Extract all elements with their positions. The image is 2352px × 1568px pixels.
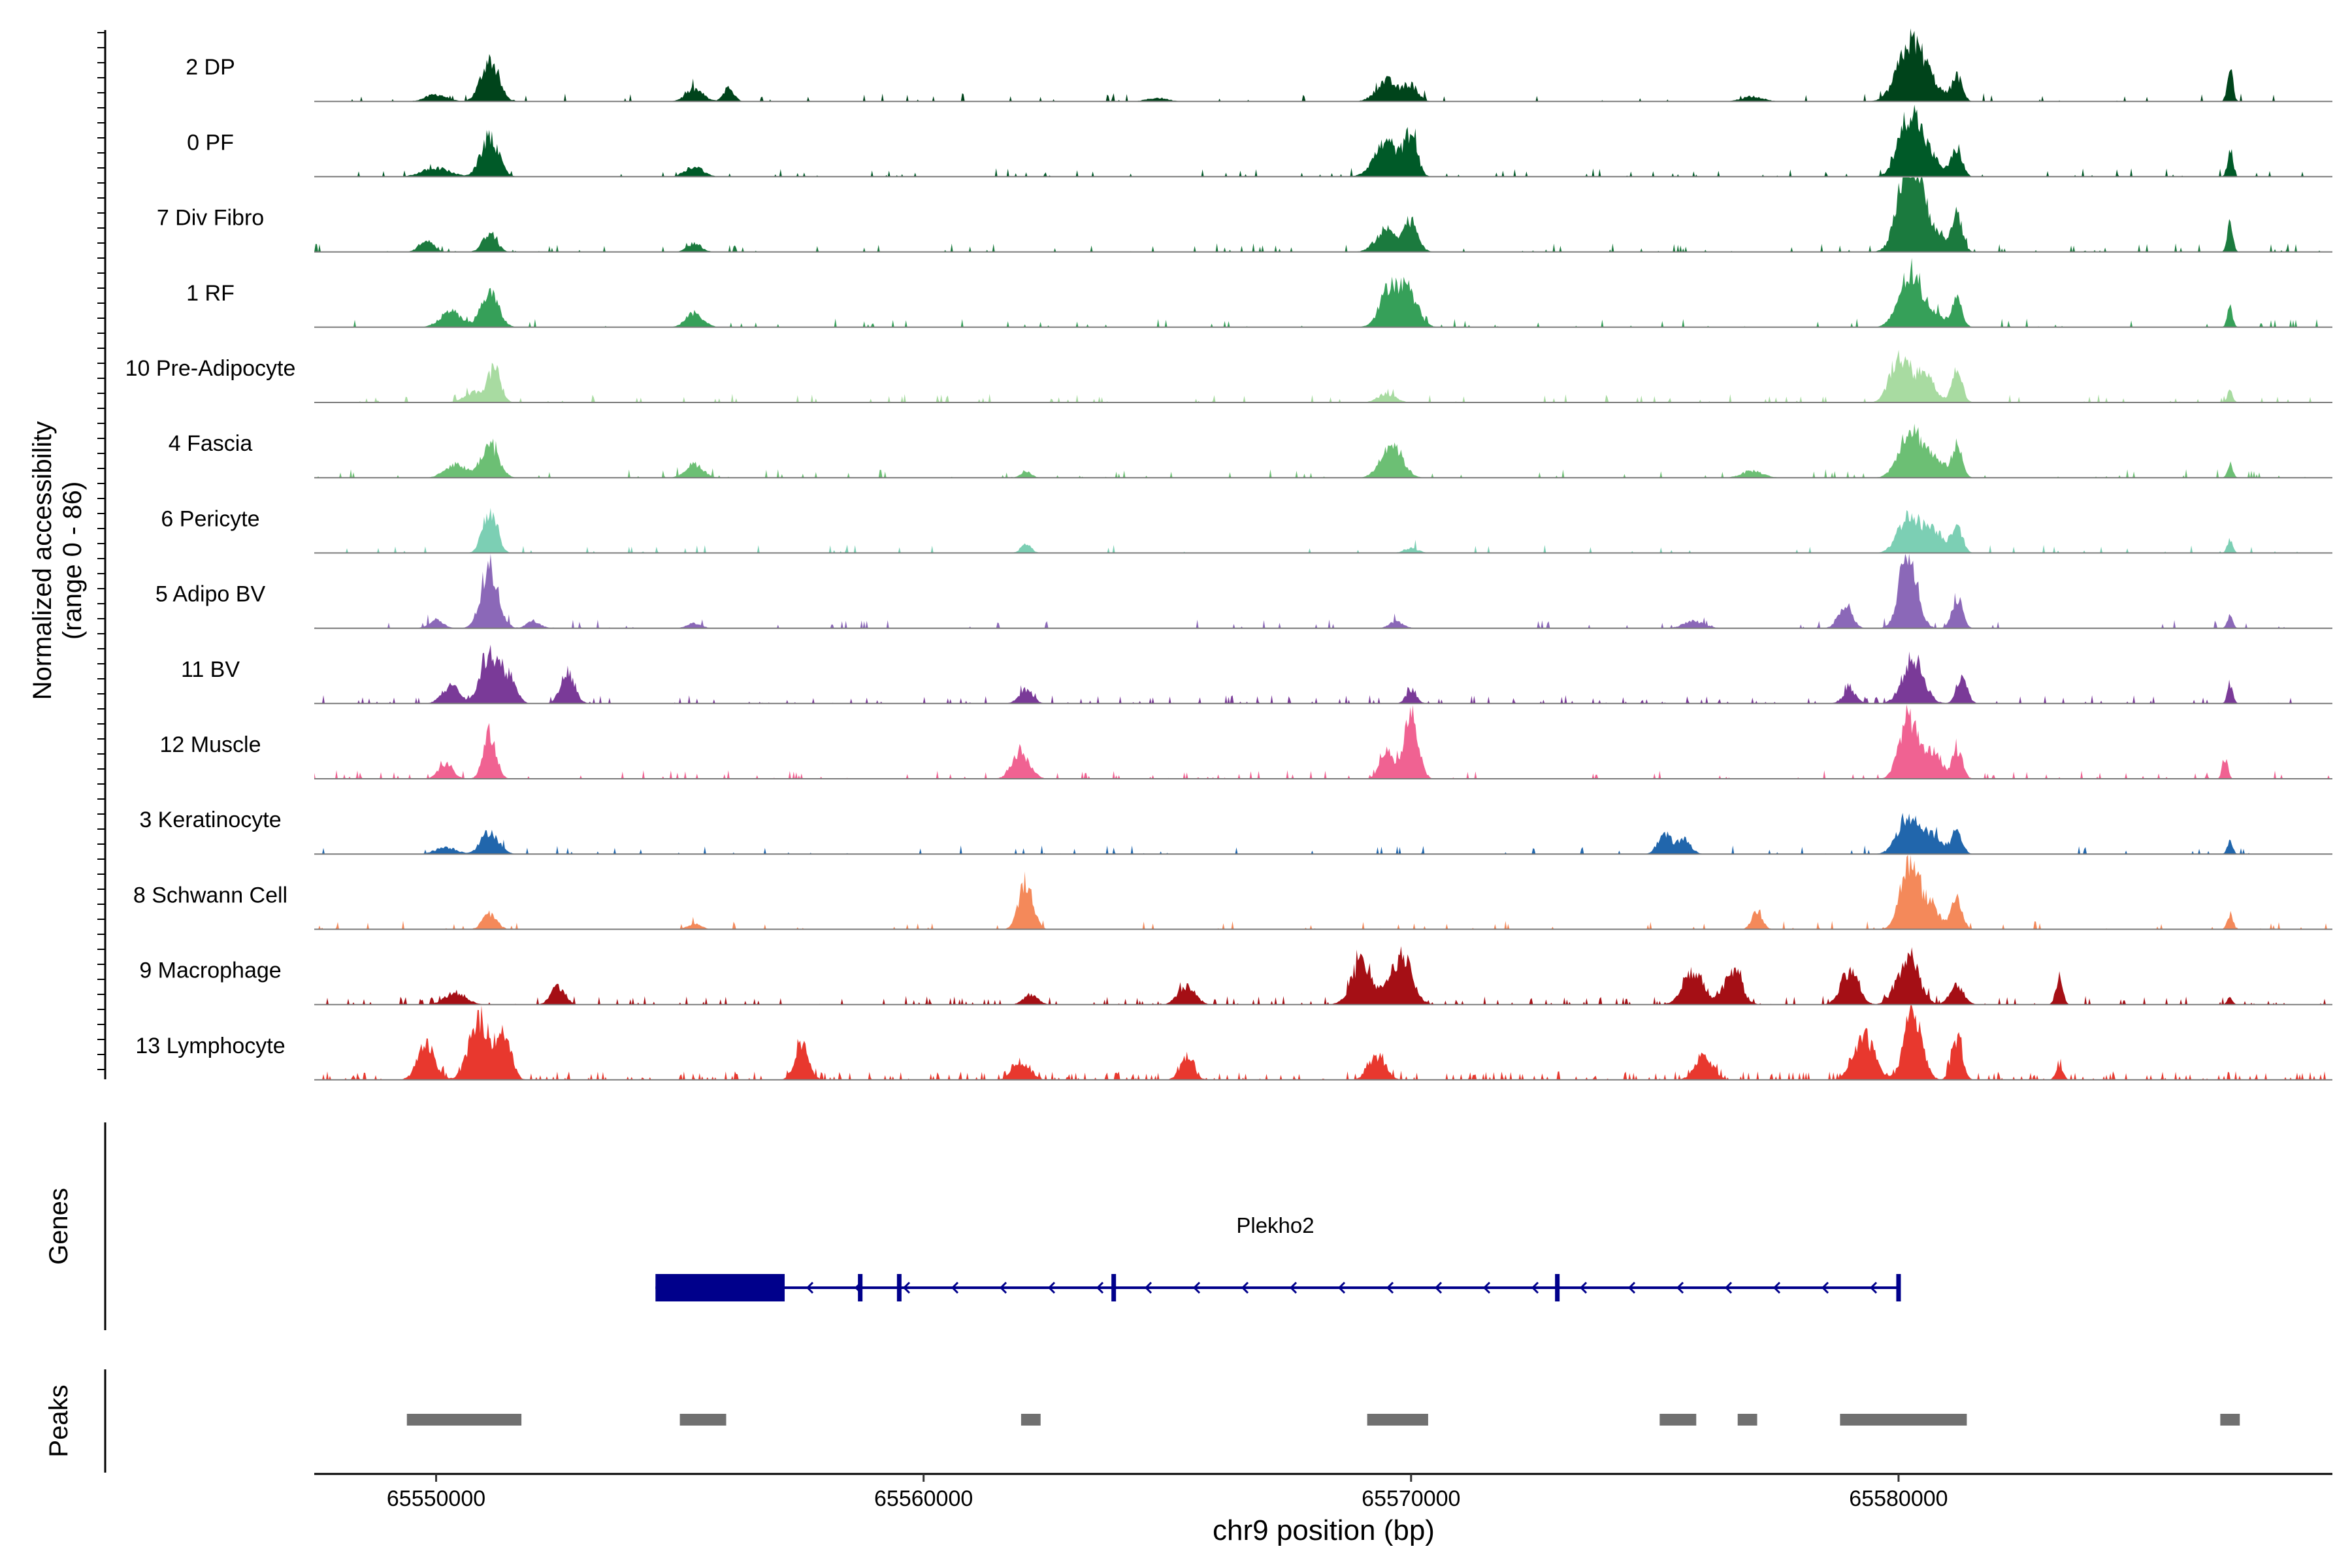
peak-regions — [406, 1414, 2240, 1426]
track-label: 4 Fascia — [169, 431, 253, 456]
strand-arrow — [1386, 1281, 1394, 1294]
peaks-label: Peaks — [44, 1384, 73, 1457]
peaks-panel: Peaks — [44, 1369, 2240, 1473]
strand-arrow — [1096, 1281, 1104, 1294]
x-tick-label: 65550000 — [387, 1486, 485, 1511]
coverage-area — [314, 105, 2332, 177]
strand-arrow — [1289, 1281, 1298, 1294]
gene-exon — [896, 1274, 902, 1301]
track-6-pericyte: 6 Pericyte — [161, 506, 2332, 554]
gene-exon — [1555, 1274, 1560, 1301]
strand-arrow — [1482, 1281, 1491, 1294]
peak-region — [1840, 1414, 1967, 1426]
track-2-dp: 2 DP — [186, 28, 2332, 103]
peak-region — [1737, 1414, 1757, 1426]
peak-region — [406, 1414, 522, 1426]
x-tick-label: 65580000 — [1849, 1486, 1948, 1511]
coverage-tracks: 2 DP 0 PF 7 Div Fibro 1 RF 10 Pre-Adipocyte 4… — [125, 28, 2332, 1081]
peak-region — [1659, 1414, 1697, 1426]
coverage-y-ticks — [97, 32, 105, 1070]
track-label: 3 Keratinocyte — [139, 808, 281, 832]
strand-arrow — [1821, 1281, 1829, 1294]
track-13-lymphocyte: 13 Lymphocyte — [135, 1005, 2332, 1081]
strand-arrow — [902, 1281, 911, 1294]
gene-utr-block — [655, 1274, 785, 1301]
strand-arrow — [951, 1281, 959, 1294]
strand-arrow — [1337, 1281, 1346, 1294]
strand-arrow — [1192, 1281, 1201, 1294]
track-label: 13 Lymphocyte — [135, 1034, 285, 1058]
track-label: 5 Adipo BV — [155, 582, 266, 607]
y-axis-label-line1: Normalized accessibility — [28, 421, 57, 700]
track-label: 12 Muscle — [160, 732, 261, 757]
track-label: 1 RF — [186, 281, 235, 306]
track-7-div-fibro: 7 Div Fibro — [157, 177, 2332, 253]
strand-arrow — [1772, 1281, 1781, 1294]
x-tick-label: 65560000 — [874, 1486, 973, 1511]
gene-exon — [858, 1274, 863, 1301]
peak-region — [2220, 1414, 2240, 1426]
strand-arrow — [1241, 1281, 1249, 1294]
strand-arrow — [999, 1281, 1007, 1294]
coverage-area — [314, 855, 2332, 930]
gene-exon — [1896, 1274, 1901, 1301]
coverage-area — [314, 644, 2332, 704]
gene-model-plekho2 — [655, 1274, 1901, 1301]
track-5-adipo-bv: 5 Adipo BV — [155, 553, 2332, 629]
x-axis-title: chr9 position (bp) — [1213, 1514, 1435, 1546]
x-tick-label: 65570000 — [1362, 1486, 1460, 1511]
track-label: 10 Pre-Adipocyte — [125, 356, 296, 381]
track-label: 2 DP — [186, 55, 235, 80]
coverage-area — [314, 704, 2332, 779]
coverage-area — [314, 28, 2332, 102]
track-label: 9 Macrophage — [139, 958, 281, 983]
track-8-schwann-cell: 8 Schwann Cell — [133, 855, 2332, 930]
strand-arrow — [1531, 1281, 1539, 1294]
track-3-keratinocyte: 3 Keratinocyte — [139, 808, 2332, 855]
strand-arrow — [1144, 1281, 1152, 1294]
track-9-macrophage: 9 Macrophage — [139, 946, 2332, 1005]
strand-arrow — [854, 1281, 862, 1294]
x-axis: 65550000 65560000 65570000 65580000 chr9 po… — [314, 1473, 2332, 1546]
strand-arrow — [1869, 1281, 1878, 1294]
track-0-pf: 0 PF — [187, 105, 2332, 178]
strand-arrow — [1627, 1281, 1636, 1294]
track-label: 8 Schwann Cell — [133, 883, 287, 907]
peak-region — [679, 1414, 727, 1426]
track-10-pre-adipocyte: 10 Pre-Adipocyte — [125, 350, 2332, 403]
track-12-muscle: 12 Muscle — [160, 704, 2332, 779]
coverage-area — [314, 1005, 2332, 1080]
coverage-area — [314, 813, 2332, 855]
coverage-area — [314, 423, 2332, 478]
coverage-panel: Normalized accessibility (range 0 - 86) … — [28, 28, 2332, 1081]
track-label: 0 PF — [187, 130, 234, 155]
x-axis-ticks: 65550000 65560000 65570000 65580000 — [387, 1474, 1948, 1511]
genes-label: Genes — [44, 1188, 73, 1265]
strand-arrow — [1724, 1281, 1733, 1294]
track-label: 7 Div Fibro — [157, 206, 264, 231]
track-11-bv: 11 BV — [181, 644, 2332, 704]
y-axis-label-line2: (range 0 - 86) — [58, 482, 87, 640]
track-4-fascia: 4 Fascia — [169, 423, 2332, 479]
strand-arrow — [806, 1281, 814, 1294]
coverage-area — [314, 508, 2332, 553]
strand-arrow — [1434, 1281, 1443, 1294]
coverage-area — [314, 177, 2332, 252]
peak-region — [1021, 1414, 1041, 1426]
strand-arrow — [1676, 1281, 1684, 1294]
coverage-area — [314, 350, 2332, 402]
gene-name-label: Plekho2 — [1236, 1213, 1314, 1237]
strand-arrow — [1047, 1281, 1056, 1294]
coverage-area — [314, 257, 2332, 327]
coverage-area — [314, 946, 2332, 1005]
coverage-area — [314, 553, 2332, 629]
genes-panel: Genes Plekho2 — [44, 1122, 1901, 1330]
gene-exon — [1111, 1274, 1117, 1301]
peak-region — [1367, 1414, 1428, 1426]
track-label: 11 BV — [181, 657, 240, 682]
strand-arrow — [1579, 1281, 1588, 1294]
track-label: 6 Pericyte — [161, 506, 259, 531]
track-1-rf: 1 RF — [186, 257, 2332, 328]
